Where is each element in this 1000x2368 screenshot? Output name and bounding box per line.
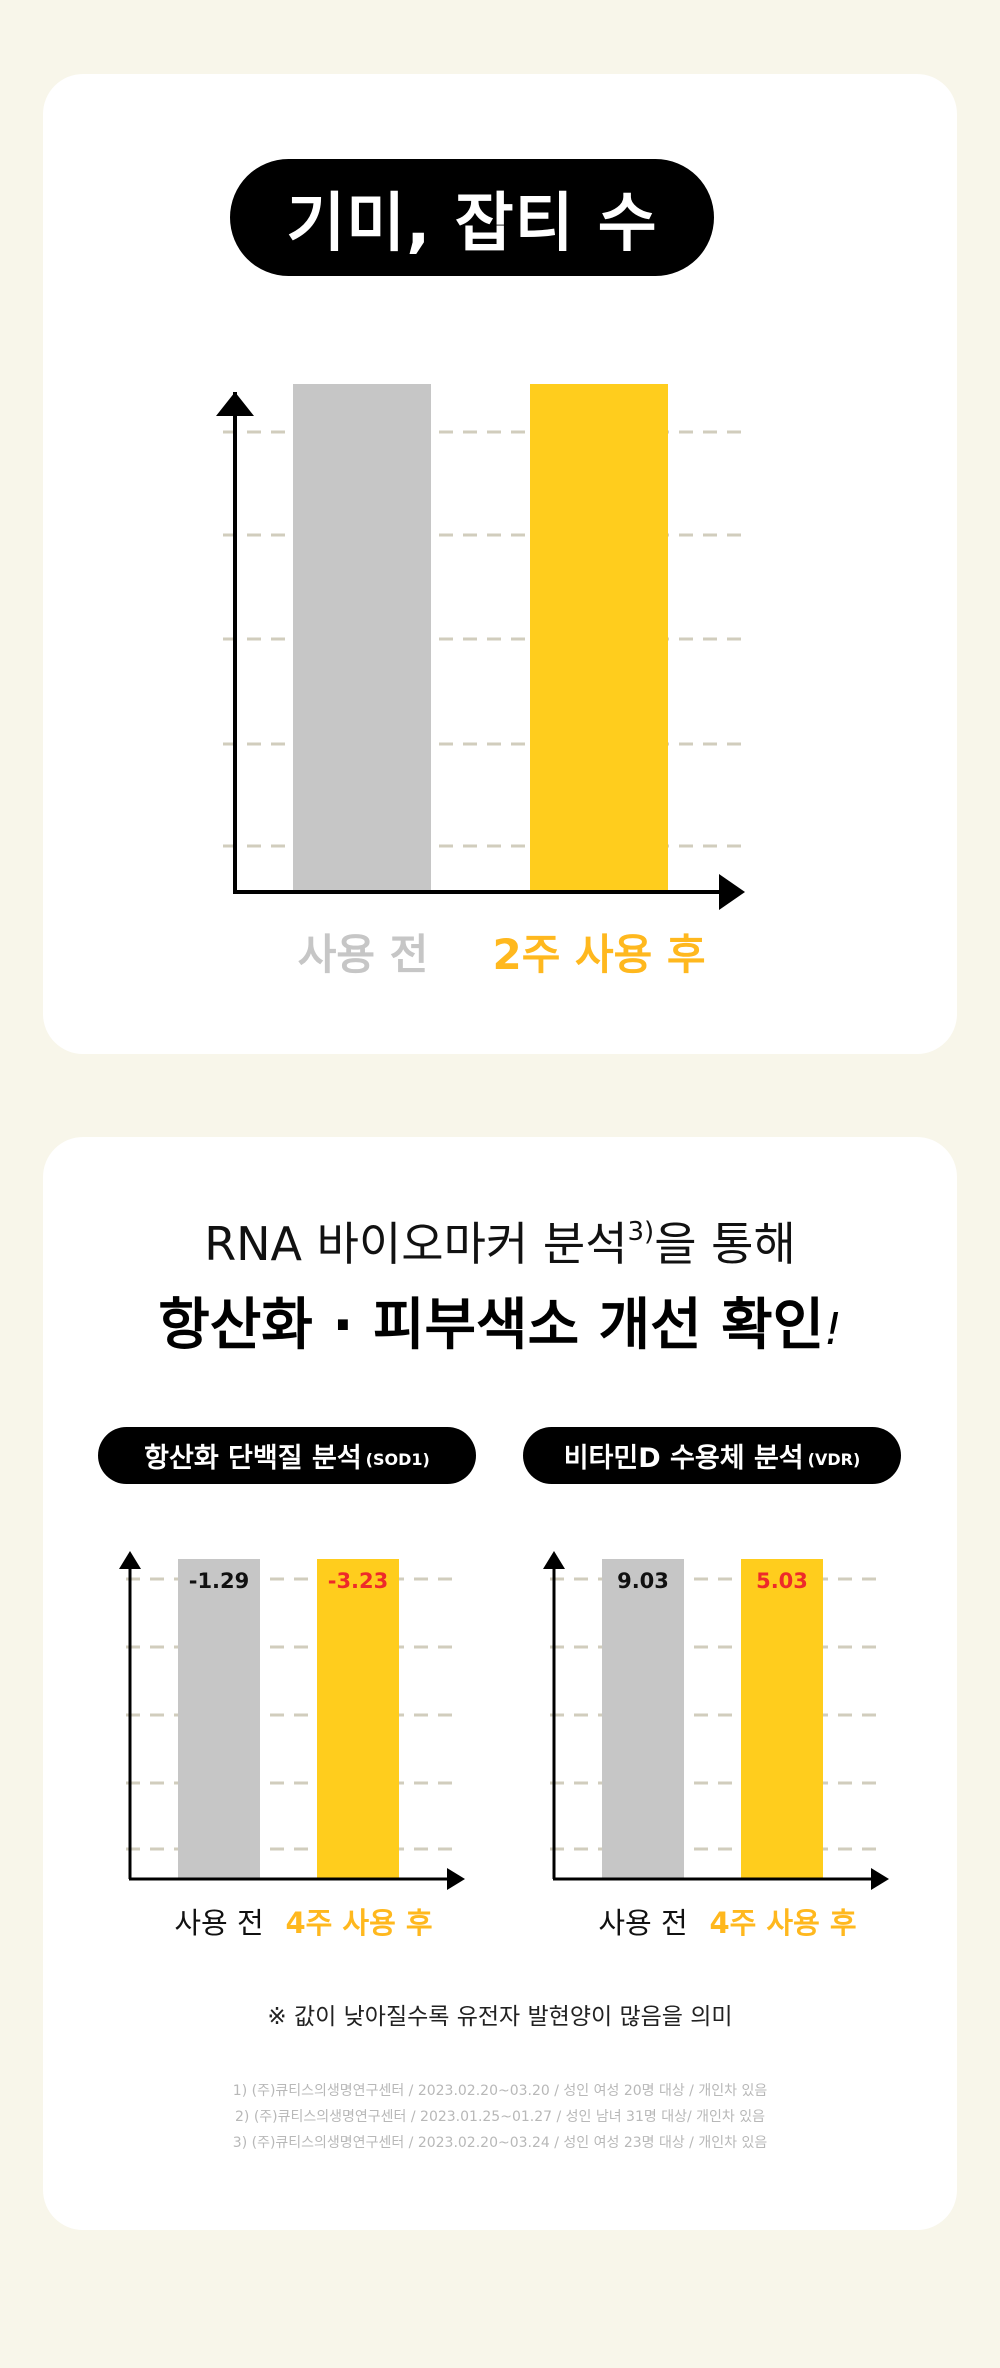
bar-after: [317, 1559, 399, 1879]
sod1-chart-title-pill: 항산화 단백질 분석 (SOD1): [98, 1427, 476, 1484]
category-label-before: 사용 전: [297, 930, 429, 979]
category-label-before: 사용 전: [598, 1906, 688, 1940]
bar-before: [293, 384, 431, 892]
bar-before: [178, 1559, 260, 1879]
vdr-bar-chart: [543, 1551, 889, 1890]
footnote: 3) (주)큐티스의생명연구센터 / 2023.02.20~03.24 / 성인…: [232, 2135, 768, 2151]
y-axis-arrow: [543, 1551, 565, 1569]
value-label-before: 9.03: [617, 1569, 669, 1593]
y-axis-arrow: [119, 1551, 141, 1569]
headline-line2: 항산화 · 피부색소 개선 확인!: [158, 1293, 842, 1358]
y-axis-arrow: [216, 392, 254, 416]
sod1-bar-chart: [119, 1551, 465, 1890]
bar-before: [602, 1559, 684, 1879]
value-label-before: -1.29: [188, 1569, 250, 1593]
value-label-after: -3.23: [327, 1569, 389, 1593]
vdr-chart-title-pill: 비타민D 수용체 분석 (VDR): [523, 1427, 901, 1484]
headline-line1: RNA 바이오마커 분석3)을 통해: [204, 1217, 796, 1271]
footnote: 1) (주)큐티스의생명연구센터 / 2023.02.20~03.20 / 성인…: [232, 2083, 768, 2099]
chart-card-spots: 기미, 잡티 수 사용 전 2주 사용 후: [43, 74, 957, 1054]
category-label-after: 4주 사용 후: [709, 1906, 857, 1940]
spots-bar-chart: [216, 384, 745, 910]
footnote: 2) (주)큐티스의생명연구센터 / 2023.01.25~01.27 / 성인…: [235, 2109, 765, 2125]
x-axis-arrow: [447, 1868, 465, 1890]
chart-title-pill: 기미, 잡티 수: [230, 159, 714, 276]
bar-after: [741, 1559, 823, 1879]
category-label-after: 2주 사용 후: [492, 930, 706, 979]
x-axis-arrow: [719, 874, 745, 910]
interpretation-note: ※ 값이 낮아질수록 유전자 발현양이 많음을 의미: [267, 2004, 733, 2030]
x-axis-arrow: [871, 1868, 889, 1890]
category-label-after: 4주 사용 후: [285, 1906, 433, 1940]
category-label-before: 사용 전: [174, 1906, 264, 1940]
value-label-after: 5.03: [756, 1569, 808, 1593]
bar-after: [530, 384, 668, 892]
rna-analysis-card: RNA 바이오마커 분석3)을 통해 항산화 · 피부색소 개선 확인! 항산화…: [43, 1137, 957, 2230]
